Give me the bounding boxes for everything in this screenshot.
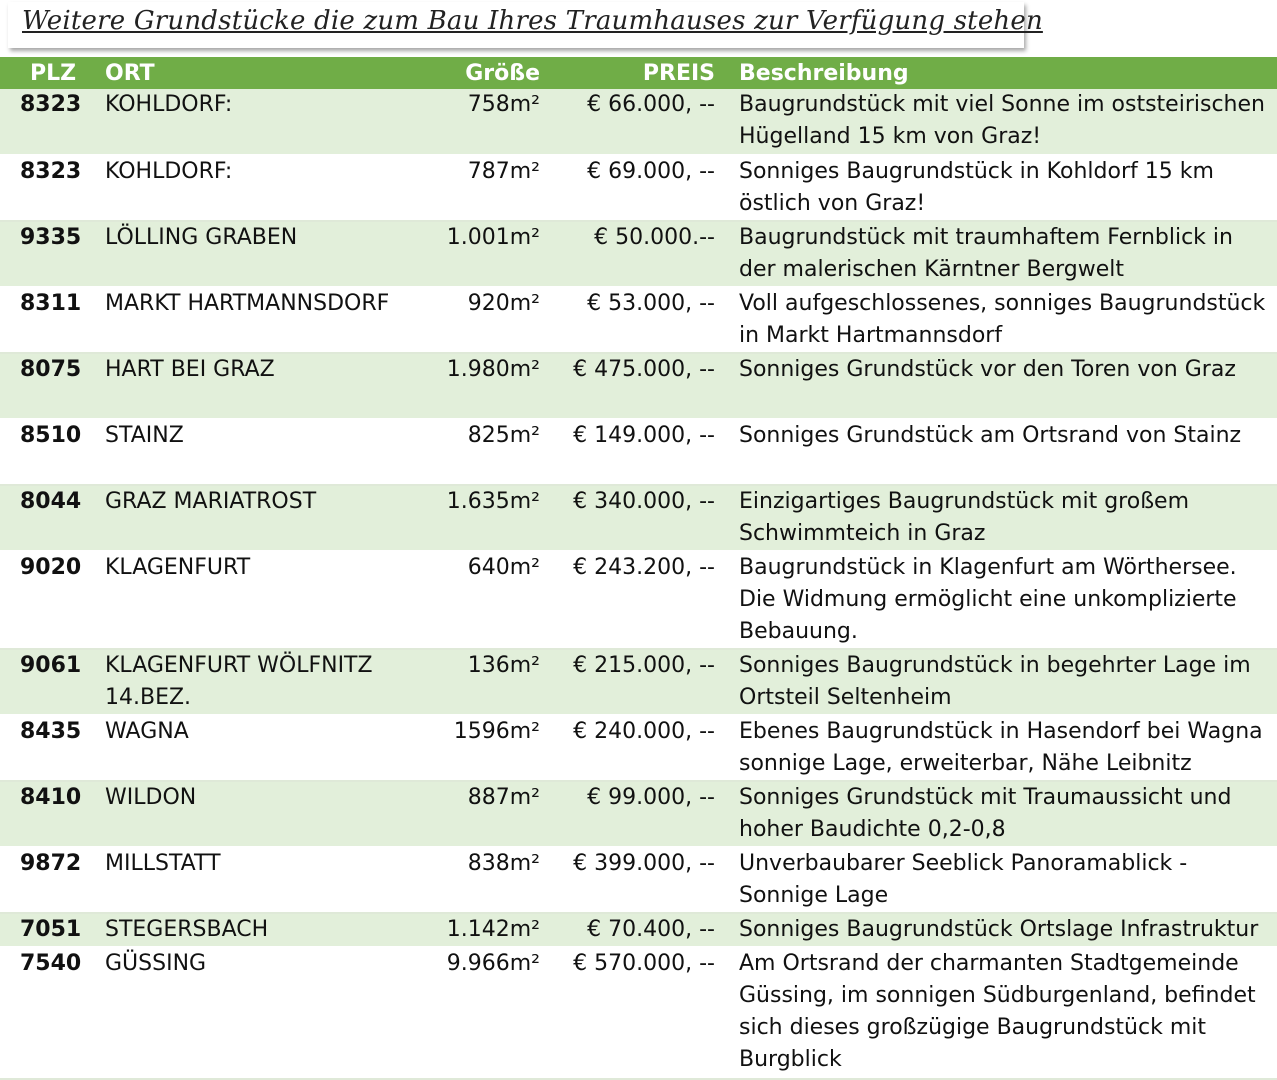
table-cell: € 70.400, --: [550, 913, 725, 948]
table-row: 8410 WILDON 887m² € 99.000, -- Sonniges Grun…: [0, 781, 1277, 848]
table-row: 8044 GRAZ MARIATROST 1.635m² € 340.000, -- E…: [0, 485, 1277, 552]
table-cell: KOHLDORF:: [95, 89, 425, 156]
table-cell: 920m²: [425, 287, 550, 354]
table-row: 8311 MARKT HARTMANNSDORF 920m² € 53.000, --…: [0, 287, 1277, 354]
table-cell: € 475.000, --: [550, 353, 725, 420]
table-row: 9061 KLAGENFURT WÖLFNITZ 14.BEZ. 136m² € 21…: [0, 649, 1277, 716]
column-header: PREIS: [550, 57, 725, 89]
table-cell: 7051: [0, 913, 95, 948]
table-row: 8510 STAINZ 825m² € 149.000, -- Sonniges Gru…: [0, 419, 1277, 486]
table-cell: 8323: [0, 155, 95, 222]
table-cell: Unverbaubarer Seeblick Panoramablick - S…: [725, 847, 1277, 914]
table-cell: 8044: [0, 485, 95, 552]
table-cell: 8435: [0, 715, 95, 782]
table-cell: GRAZ MARIATROST: [95, 485, 425, 552]
title: Weitere Grundstücke die zum Bau Ihres Tr…: [22, 6, 1043, 36]
table-cell: € 240.000, --: [550, 715, 725, 782]
table-cell: 8510: [0, 419, 95, 486]
table-cell: € 340.000, --: [550, 485, 725, 552]
table-cell: € 50.000.--: [550, 221, 725, 288]
table-cell: 887m²: [425, 781, 550, 848]
table-cell: € 570.000, --: [550, 947, 725, 1080]
table-cell: 7540: [0, 947, 95, 1080]
title-box: Weitere Grundstücke die zum Bau Ihres Tr…: [8, 2, 1043, 48]
table-cell: 1.980m²: [425, 353, 550, 420]
table-cell: MILLSTATT: [95, 847, 425, 914]
table-body: 8323 KOHLDORF: 758m² € 66.000, -- Baugrundst…: [0, 89, 1277, 1080]
column-header: ORT: [95, 57, 425, 89]
table-cell: 1.001m²: [425, 221, 550, 288]
table-cell: Sonniges Baugrundstück in Kohldorf 15 km…: [725, 155, 1277, 222]
table-cell: 1596m²: [425, 715, 550, 782]
table-cell: Baugrundstück mit traumhaftem Fernblick …: [725, 221, 1277, 288]
table-row: 8323 KOHLDORF: 758m² € 66.000, -- Baugrundst…: [0, 89, 1277, 156]
table-cell: Sonniges Baugrundstück Ortslage Infrastr…: [725, 913, 1277, 948]
table-cell: 758m²: [425, 89, 550, 156]
table-row: 7051 STEGERSBACH 1.142m² € 70.400, -- Sonnig…: [0, 913, 1277, 948]
table-cell: 787m²: [425, 155, 550, 222]
table-cell: 825m²: [425, 419, 550, 486]
table-cell: STAINZ: [95, 419, 425, 486]
table-cell: WAGNA: [95, 715, 425, 782]
table-cell: € 243.200, --: [550, 551, 725, 650]
table-cell: KLAGENFURT WÖLFNITZ 14.BEZ.: [95, 649, 425, 716]
table-cell: Einzigartiges Baugrundstück mit großem S…: [725, 485, 1277, 552]
table-row: 8323 KOHLDORF: 787m² € 69.000, -- Sonniges B…: [0, 155, 1277, 222]
table-row: 8435 WAGNA 1596m² € 240.000, -- Ebenes Baugr…: [0, 715, 1277, 782]
table-cell: Sonniges Baugrundstück in begehrter Lage…: [725, 649, 1277, 716]
table-cell: 1.635m²: [425, 485, 550, 552]
table-row: 8075 HART BEI GRAZ 1.980m² € 475.000, -- Son…: [0, 353, 1277, 420]
column-header: Größe: [425, 57, 550, 89]
table-row: 9020 KLAGENFURT 640m² € 243.200, -- Baugrund…: [0, 551, 1277, 650]
table-cell: 9020: [0, 551, 95, 650]
table-row: 9335 LÖLLING GRABEN 1.001m² € 50.000.-- Baug…: [0, 221, 1277, 288]
table-cell: 9061: [0, 649, 95, 716]
table-row: 7540 GÜSSING 9.966m² € 570.000, -- Am Ortsra…: [0, 947, 1277, 1080]
table-cell: 838m²: [425, 847, 550, 914]
table-cell: Baugrundstück mit viel Sonne im oststeir…: [725, 89, 1277, 156]
table-cell: € 399.000, --: [550, 847, 725, 914]
table-cell: € 149.000, --: [550, 419, 725, 486]
table-cell: Ebenes Baugrundstück in Hasendorf bei Wa…: [725, 715, 1277, 782]
table-cell: LÖLLING GRABEN: [95, 221, 425, 288]
table-cell: HART BEI GRAZ: [95, 353, 425, 420]
table-cell: 8311: [0, 287, 95, 354]
table-cell: Sonniges Grundstück mit Traumaussicht un…: [725, 781, 1277, 848]
table-cell: GÜSSING: [95, 947, 425, 1080]
table-cell: WILDON: [95, 781, 425, 848]
table-cell: 640m²: [425, 551, 550, 650]
table-cell: 9335: [0, 221, 95, 288]
table-cell: € 53.000, --: [550, 287, 725, 354]
table-cell: € 69.000, --: [550, 155, 725, 222]
table-cell: Sonniges Grundstück am Ortsrand von Stai…: [725, 419, 1277, 486]
table-row: 9872 MILLSTATT 838m² € 399.000, -- Unverbaub…: [0, 847, 1277, 914]
table-cell: KOHLDORF:: [95, 155, 425, 222]
table-cell: Sonniges Grundstück vor den Toren von Gr…: [725, 353, 1277, 420]
table-cell: STEGERSBACH: [95, 913, 425, 948]
table-cell: € 66.000, --: [550, 89, 725, 156]
table-cell: KLAGENFURT: [95, 551, 425, 650]
table-cell: Baugrundstück in Klagenfurt am Wörtherse…: [725, 551, 1277, 650]
table-cell: Am Ortsrand der charmanten Stadtgemeinde…: [725, 947, 1277, 1080]
listing-table: PLZ ORT Größe PREIS Beschreibung 8323 KOHLDOR…: [0, 57, 1277, 1080]
table-cell: € 99.000, --: [550, 781, 725, 848]
table-cell: 8410: [0, 781, 95, 848]
table-cell: 9872: [0, 847, 95, 914]
table-cell: Voll aufgeschlossenes, sonniges Baugrund…: [725, 287, 1277, 354]
column-header: Beschreibung: [725, 57, 1277, 89]
table-cell: 136m²: [425, 649, 550, 716]
table-cell: 9.966m²: [425, 947, 550, 1080]
header-row: PLZ ORT Größe PREIS Beschreibung: [0, 57, 1277, 89]
table-cell: 8075: [0, 353, 95, 420]
column-header: PLZ: [0, 57, 95, 89]
table-cell: 8323: [0, 89, 95, 156]
table-cell: 1.142m²: [425, 913, 550, 948]
table-cell: MARKT HARTMANNSDORF: [95, 287, 425, 354]
table-cell: € 215.000, --: [550, 649, 725, 716]
